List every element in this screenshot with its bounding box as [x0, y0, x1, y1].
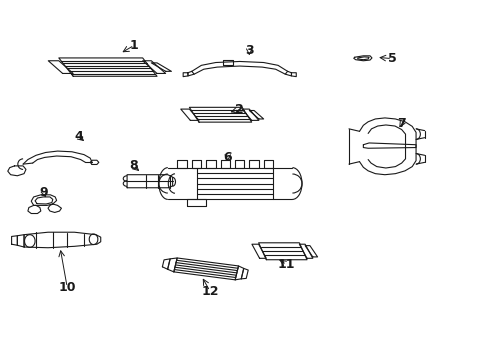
Text: 2: 2 [235, 103, 244, 116]
Text: 4: 4 [75, 130, 83, 143]
Text: 7: 7 [396, 117, 405, 130]
Text: 3: 3 [244, 44, 253, 57]
Text: 10: 10 [59, 281, 76, 294]
Text: 1: 1 [130, 39, 139, 52]
Text: 9: 9 [40, 186, 48, 199]
Text: 8: 8 [129, 159, 137, 172]
Text: 12: 12 [201, 285, 218, 298]
Text: 5: 5 [387, 52, 396, 65]
Text: 11: 11 [277, 258, 295, 271]
Text: 6: 6 [223, 150, 232, 163]
